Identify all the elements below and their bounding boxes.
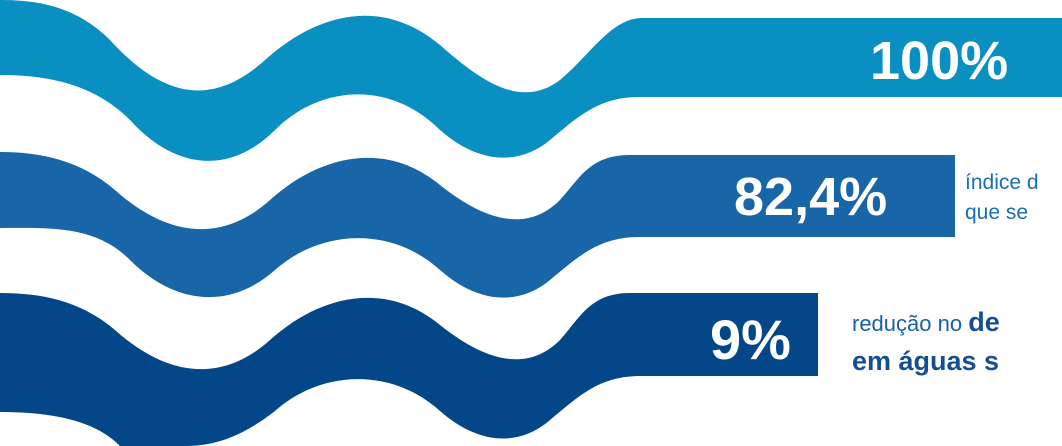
wave-band-2 (0, 152, 955, 298)
wave-band-1 (0, 0, 1062, 161)
stat-caption-82-line1: índice d (965, 171, 1039, 194)
stat-value-9: 9% (710, 308, 791, 371)
stat-caption-82: índice d que se (965, 168, 1039, 229)
stat-caption-9-line2: em águas s (852, 342, 1000, 381)
stat-caption-9: redução no de em águas s (852, 303, 1000, 381)
stat-caption-9-bold-1: de (968, 307, 1000, 337)
stat-value-82: 82,4% (734, 167, 888, 227)
stat-caption-9-prefix: redução no (852, 311, 969, 336)
stat-caption-9-bold-2: em águas s (852, 346, 1000, 377)
stat-caption-9-line1: redução no de (852, 303, 1000, 342)
stat-caption-82-line2: que se (965, 201, 1029, 225)
stat-value-100: 100% (870, 31, 1009, 91)
wave-band-3 (0, 293, 818, 446)
